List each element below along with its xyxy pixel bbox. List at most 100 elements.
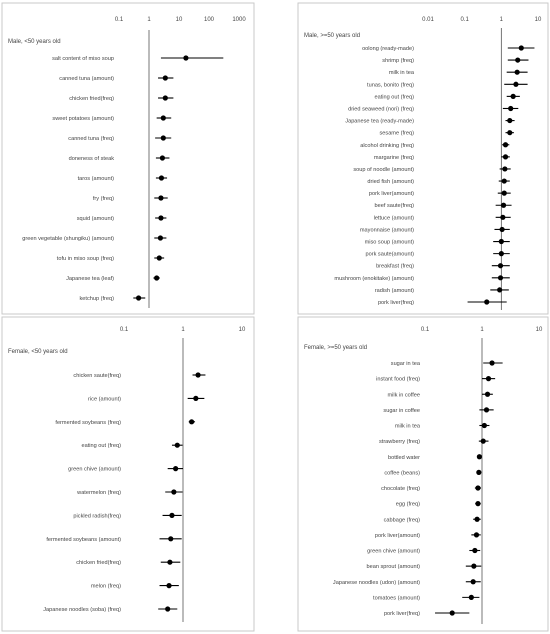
forest-row: shrimp (freq)	[382, 57, 529, 64]
row-label: fermented soybeans (freq)	[55, 420, 121, 426]
point-estimate	[165, 606, 171, 612]
x-axis-ticks: 0.01 0.1 1 10	[422, 17, 542, 23]
x-axis-ticks: 0.1 1 10	[421, 327, 543, 333]
row-label: milk in tea	[395, 424, 421, 430]
forest-row: egg (freq)	[396, 501, 481, 508]
forest-row: tofu in miso soup (freq)	[57, 255, 165, 262]
forest-row: pork liver(freq)	[384, 610, 470, 617]
forest-row: sugar in tea	[391, 360, 503, 367]
forest-row: sugar in coffee	[383, 407, 494, 414]
forest-row: canned tuna (amount)	[59, 75, 174, 82]
row-label: rice (amount)	[88, 396, 121, 402]
row-label: melon (freq)	[91, 584, 121, 590]
panel-male-under-50: Male, <50 years old 0.1 1 10 100 1000 salt c…	[1, 2, 255, 315]
point-estimate	[468, 594, 474, 600]
forest-row: oolong (ready-made)	[362, 45, 535, 52]
forest-row: fermented soybeans (freq)	[55, 419, 196, 426]
forest-row: ketchup (freq)	[79, 295, 146, 302]
point-estimate	[483, 407, 490, 413]
point-estimate	[193, 395, 199, 401]
row-label: tomatoes (amount)	[373, 595, 420, 601]
forest-row: chicken saute(freq)	[73, 372, 206, 379]
panel-male-50-plus: Male, >=50 years old 0.01 0.1 1 10 oolong (…	[297, 2, 549, 315]
forest-row: soup of noodle (amount)	[353, 166, 511, 173]
row-label: bottled water	[388, 455, 420, 461]
forest-row: bottled water	[388, 454, 482, 461]
point-estimate	[513, 81, 519, 87]
row-label: sweet potatoes (amount)	[52, 116, 114, 122]
point-estimate	[502, 154, 509, 160]
forest-row: chicken fried(freq)	[76, 559, 181, 566]
point-estimate	[158, 175, 165, 181]
point-estimate	[518, 45, 524, 51]
panel-title: Female, >=50 years old	[304, 345, 367, 351]
row-label: dried fish (amount)	[367, 179, 414, 185]
point-estimate	[471, 563, 477, 569]
point-estimate	[501, 190, 507, 196]
point-estimate	[500, 202, 507, 208]
point-estimate	[174, 442, 180, 448]
row-label: chicken fried(freq)	[76, 560, 121, 566]
row-label: doneness of steak	[69, 156, 115, 162]
forest-row: eating out (freq)	[82, 442, 183, 449]
x-tick-label: 10	[239, 327, 246, 333]
point-estimate	[171, 489, 177, 495]
forest-row: eating out (freq)	[375, 93, 520, 100]
point-estimate	[473, 532, 480, 538]
row-label: alcohol drinking (freq)	[360, 143, 414, 149]
row-label: margarine (freq)	[374, 155, 414, 161]
forest-row: lettuce (amount)	[374, 214, 511, 221]
point-estimate	[166, 583, 172, 589]
forest-row: doneness of steak	[69, 155, 170, 162]
point-estimate	[507, 130, 513, 136]
point-estimate	[168, 536, 174, 542]
x-tick-label: 1	[147, 17, 151, 23]
point-estimate	[157, 235, 164, 241]
row-label: Japanese noodles (udon) (amount)	[333, 580, 420, 586]
forest-row: pork liver(amount)	[369, 190, 511, 197]
forest-row: chicken fried(freq)	[69, 95, 174, 102]
panel-female-50-plus: Female, >=50 years old 0.1 1 10 sugar in t…	[297, 316, 549, 632]
point-estimate	[472, 547, 478, 554]
row-label: miso soup (amount)	[365, 240, 415, 246]
x-tick-label: 0.01	[422, 17, 434, 23]
row-label: egg (freq)	[396, 502, 420, 508]
row-label: canned tuna (freq)	[68, 136, 114, 142]
point-estimate	[498, 238, 504, 245]
forest-row: pork liver(freq)	[378, 299, 507, 306]
forest-row: taros (amount)	[78, 175, 168, 182]
x-tick-label: 10	[536, 327, 543, 333]
forest-row: milk in tea	[389, 69, 528, 76]
point-estimate	[158, 215, 164, 221]
row-label: mushroom (enokitake) (amount)	[334, 276, 414, 282]
forest-row: green vegetable (shungiku) (amount)	[22, 235, 167, 242]
forest-row: bean sprout (amount)	[367, 563, 482, 570]
row-label: ketchup (freq)	[79, 296, 114, 302]
point-estimate	[195, 372, 201, 378]
point-estimate	[474, 516, 480, 522]
row-label: cabbage (freq)	[384, 517, 421, 523]
point-estimate	[167, 559, 173, 565]
x-tick-label: 10	[176, 17, 183, 23]
row-label: instant food (freq)	[376, 377, 420, 383]
forest-row: strawberry (freq)	[379, 438, 489, 445]
point-estimate	[497, 287, 503, 293]
point-estimate	[475, 485, 481, 491]
point-estimate	[183, 55, 189, 61]
forest-row: watermelon (freq)	[76, 489, 183, 496]
point-estimate	[135, 295, 142, 301]
x-tick-label: 1	[480, 327, 484, 333]
forest-row: alcohol drinking (freq)	[360, 142, 510, 149]
row-label: green chive (amount)	[68, 467, 121, 473]
forest-row: sesame (freq)	[379, 130, 514, 137]
panel-title: Female, <50 years old	[8, 349, 68, 355]
forest-row: fry (freq)	[93, 195, 168, 202]
x-axis-ticks: 0.1 1 10 100 1000	[115, 17, 247, 23]
point-estimate	[158, 195, 164, 201]
x-tick-label: 0.1	[421, 327, 430, 333]
row-label: chicken fried(freq)	[69, 96, 114, 102]
x-axis-ticks: 0.1 1 10	[120, 327, 246, 333]
row-label: tofu in miso soup (freq)	[57, 256, 114, 262]
point-estimate	[160, 115, 166, 121]
panel-frame	[1, 316, 255, 632]
